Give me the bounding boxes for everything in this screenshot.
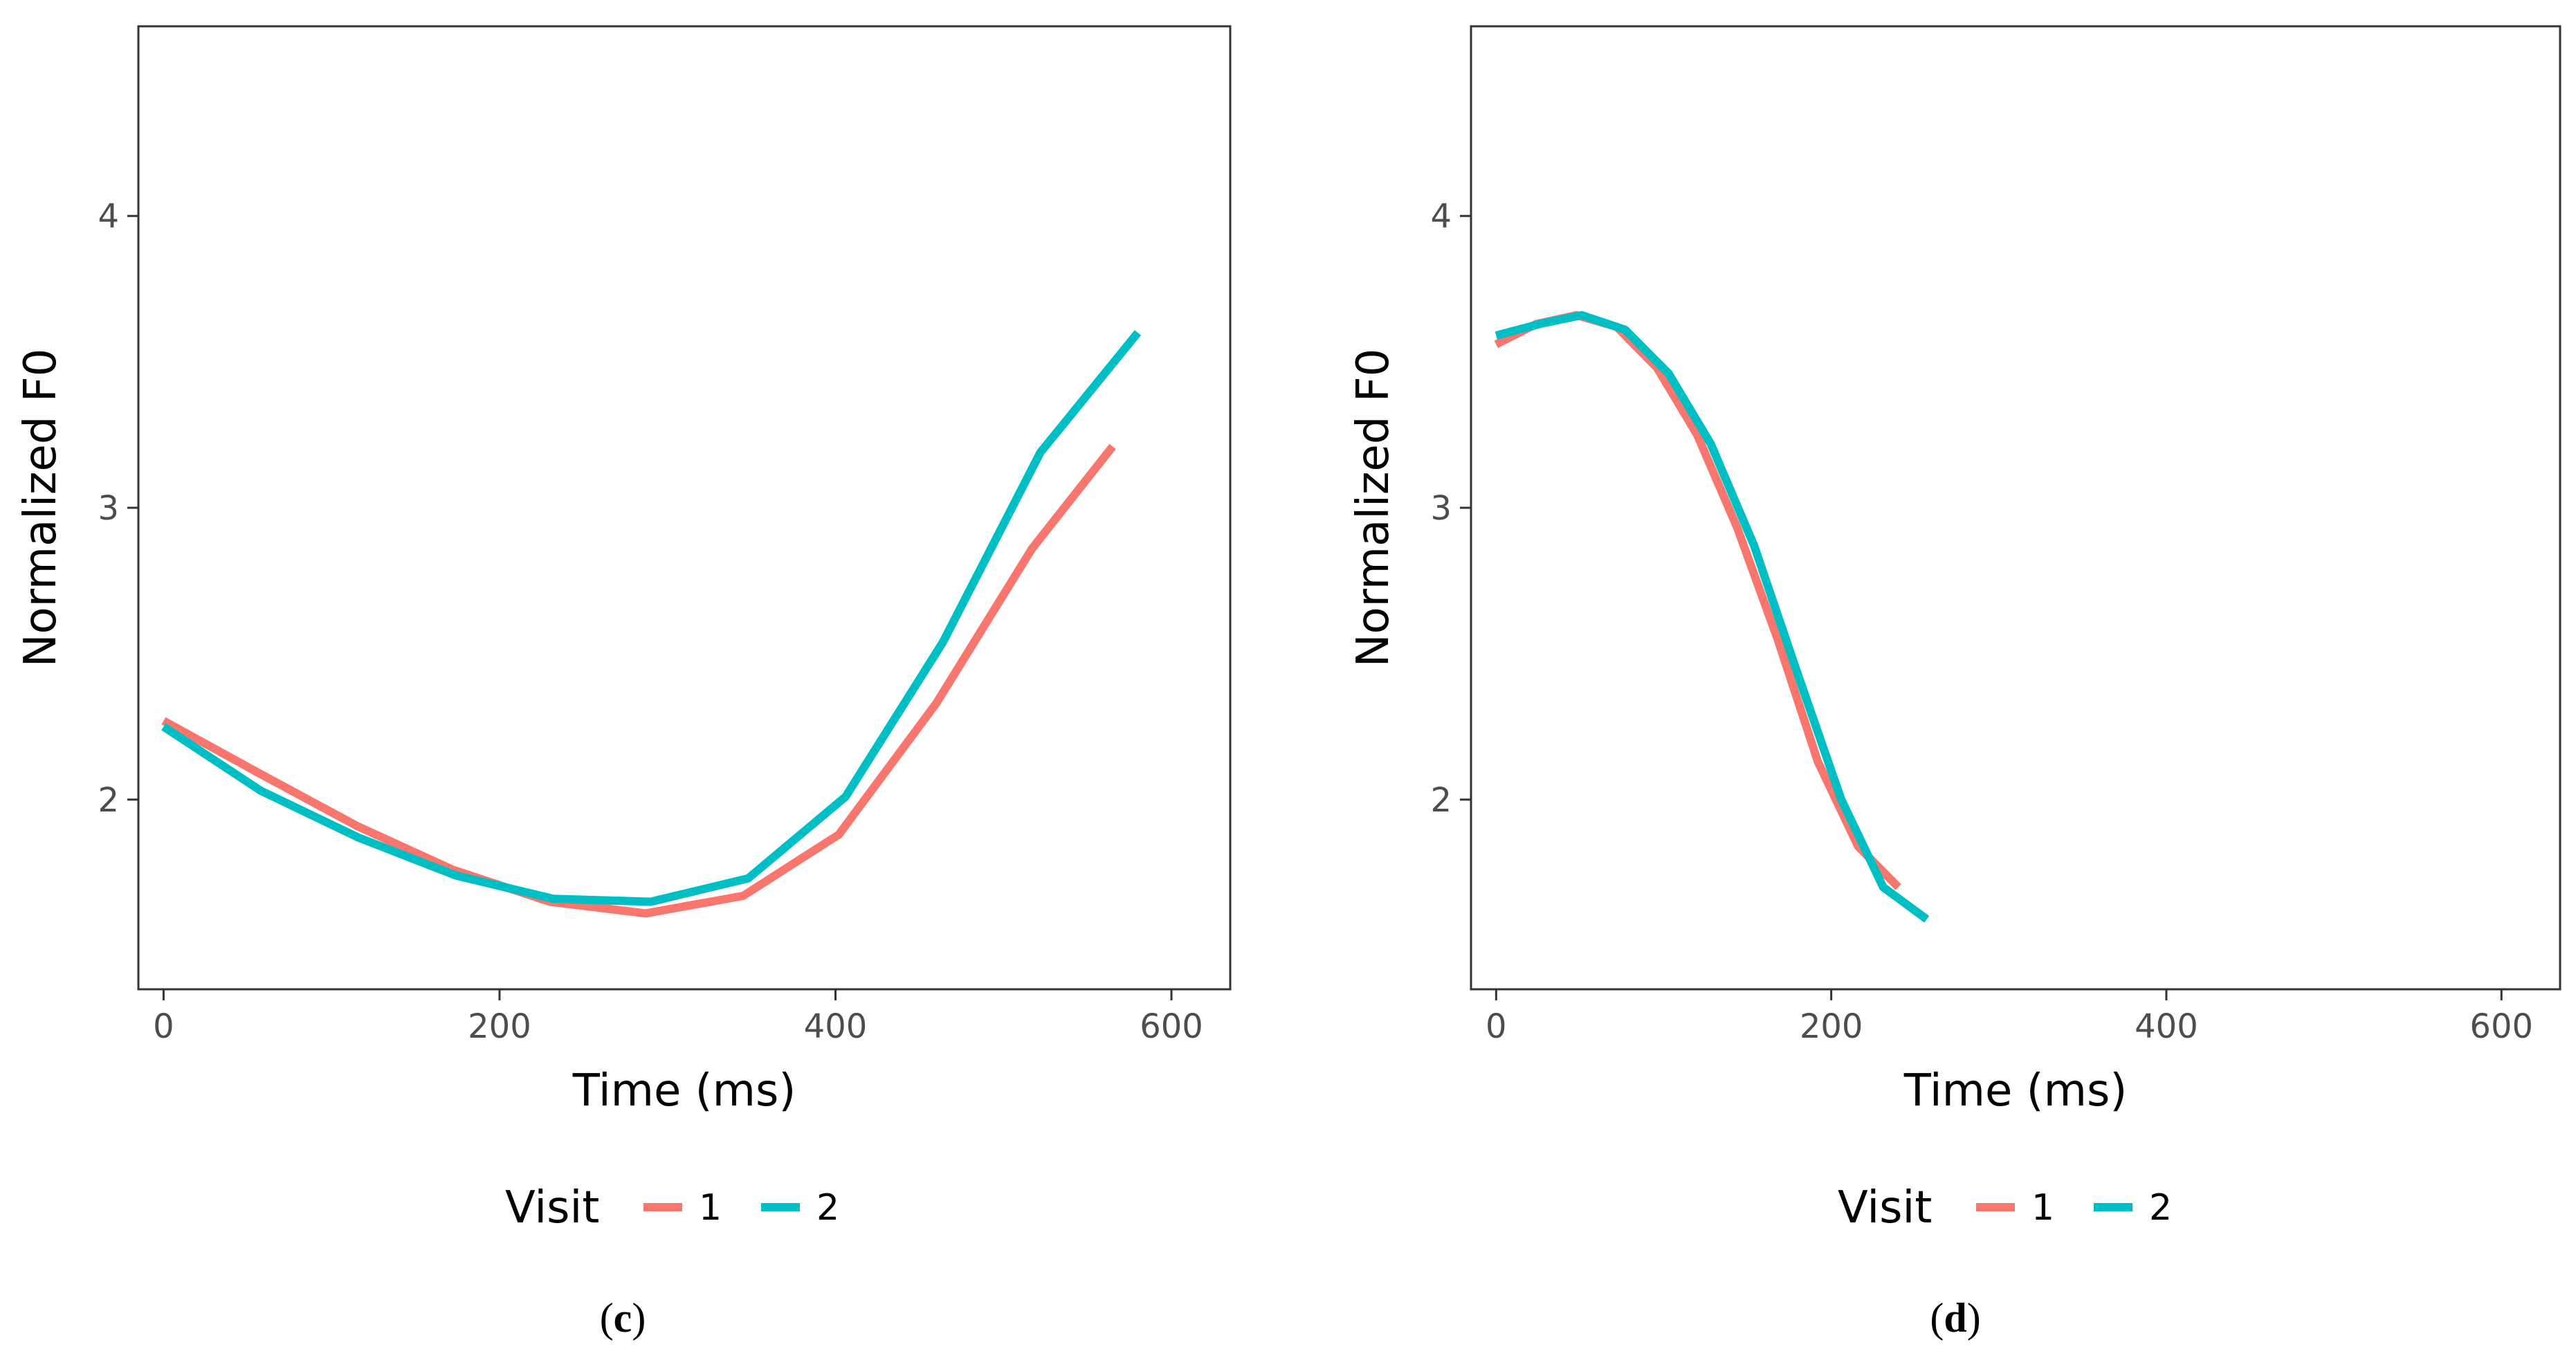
legend-title: Visit (1838, 1182, 1932, 1233)
panel-caption: (c) (600, 1295, 646, 1341)
legend-label-visit-1: 1 (2031, 1187, 2054, 1229)
panel-c: 0 200 400 600 2 3 4 Time (ms) Normalized F0 Visit… (15, 25, 1232, 1341)
series-line-visit-2 (161, 330, 1142, 906)
y-tick-label: 4 (98, 197, 119, 236)
x-tick-label: 600 (2469, 1007, 2533, 1046)
x-tick-label: 400 (804, 1007, 868, 1046)
legend-title: Visit (505, 1182, 599, 1233)
x-axis-title: Time (ms) (1903, 1065, 2128, 1117)
y-axis-title: Normalized F0 (1348, 349, 1399, 668)
y-tick-label: 3 (1430, 489, 1452, 528)
series-line-visit-2 (1495, 311, 1930, 923)
legend-label-visit-1: 1 (699, 1187, 722, 1229)
y-tick-label: 3 (98, 489, 119, 528)
legend: Visit 1 2 (1838, 1182, 2172, 1233)
legend-label-visit-2: 2 (2149, 1187, 2172, 1229)
x-tick-label: 200 (468, 1007, 531, 1046)
x-tick-label: 200 (1800, 1007, 1863, 1046)
y-tick-label: 2 (98, 781, 119, 820)
legend: Visit 1 2 (505, 1182, 839, 1233)
x-axis-title: Time (ms) (572, 1065, 796, 1117)
panel-caption: (d) (1930, 1295, 1980, 1341)
x-tick-label: 0 (1486, 1007, 1507, 1046)
y-axis-title: Normalized F0 (15, 349, 66, 668)
y-tick-label: 2 (1430, 781, 1452, 820)
panel-d: 0 200 400 600 2 3 4 Time (ms) Normalized F0 Visit… (1348, 25, 2561, 1341)
plot-panel-border (1470, 25, 2561, 991)
x-tick-label: 0 (153, 1007, 174, 1046)
x-tick-label: 400 (2135, 1007, 2198, 1046)
legend-label-visit-2: 2 (816, 1187, 839, 1229)
series-line-visit-1 (161, 443, 1116, 918)
y-tick-label: 4 (1430, 197, 1452, 236)
x-tick-label: 600 (1140, 1007, 1203, 1046)
